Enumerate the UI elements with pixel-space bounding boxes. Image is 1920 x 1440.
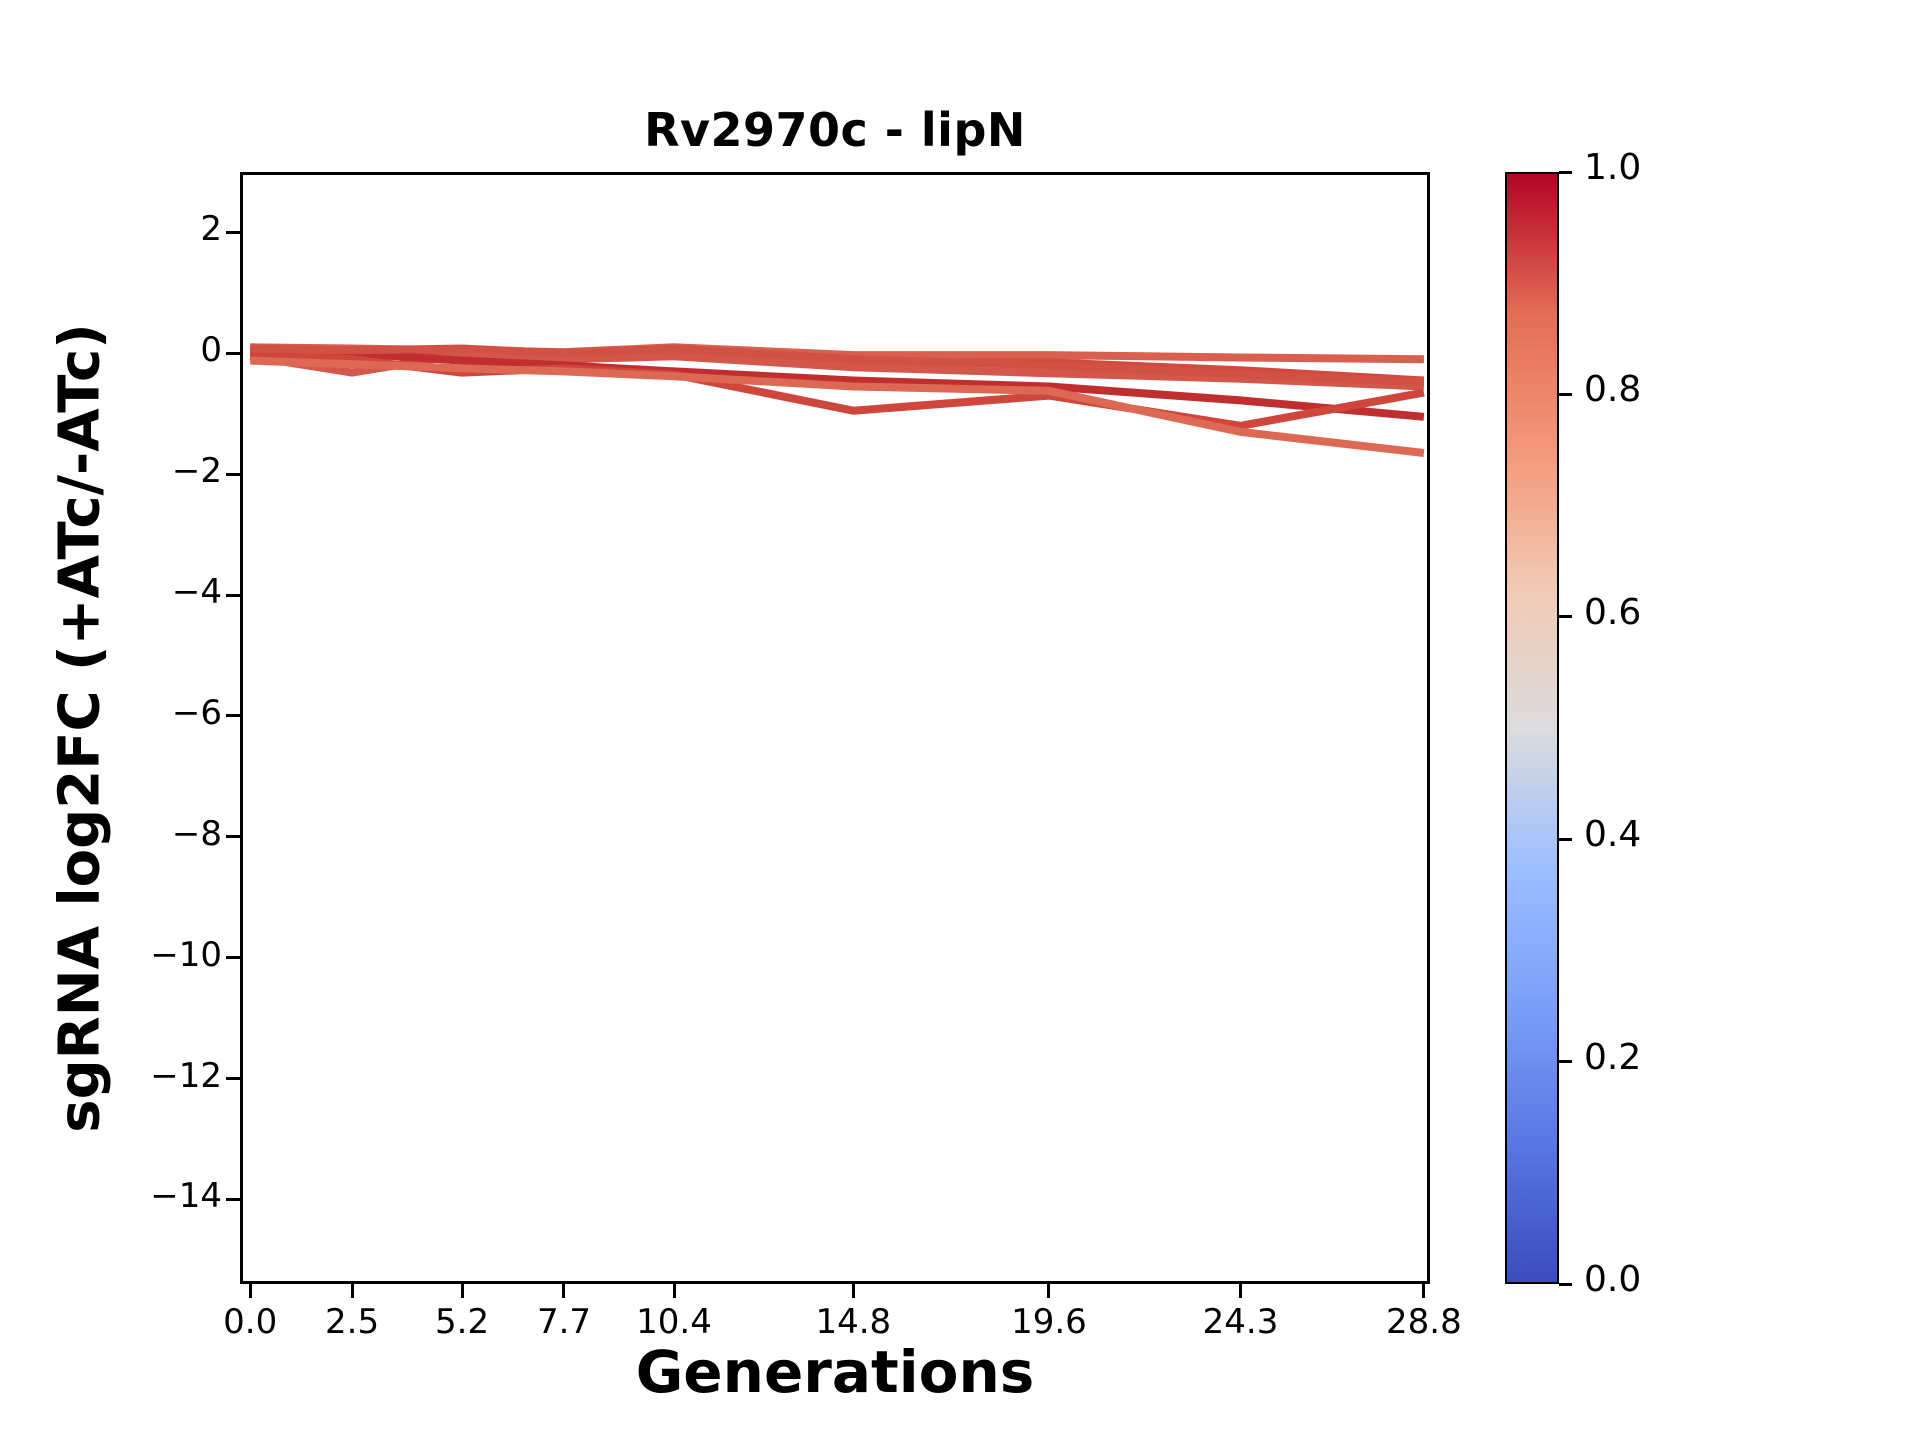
x-tick-mark	[1047, 1284, 1051, 1298]
colorbar-tick-mark	[1559, 837, 1572, 841]
y-tick-mark	[226, 1077, 240, 1081]
colorbar-tick-mark	[1559, 1060, 1572, 1064]
y-tick-mark	[226, 956, 240, 960]
x-tick-mark	[562, 1284, 566, 1298]
x-tick-label: 24.3	[1202, 1302, 1279, 1342]
x-tick-label: 2.5	[325, 1302, 380, 1342]
y-tick-mark	[226, 351, 240, 355]
plot-area	[240, 172, 1430, 1284]
series-line-7	[250, 344, 1425, 387]
y-tick-label: −12	[150, 1055, 222, 1096]
x-tick-label: 5.2	[435, 1302, 490, 1342]
y-tick-label: −8	[171, 813, 222, 854]
x-tick-label: 10.4	[636, 1302, 712, 1342]
x-tick-label: 28.8	[1386, 1302, 1462, 1342]
x-axis-label: Generations	[635, 1338, 1035, 1406]
colorbar	[1505, 172, 1559, 1284]
colorbar-tick-mark	[1559, 170, 1572, 174]
colorbar-tick-label: 0.6	[1584, 591, 1642, 633]
x-tick-label: 14.8	[815, 1302, 892, 1342]
y-tick-mark	[226, 472, 240, 476]
y-tick-label: −4	[171, 572, 222, 613]
colorbar-tick-label: 0.8	[1584, 369, 1642, 411]
x-tick-mark	[1422, 1284, 1426, 1298]
colorbar-tick-mark	[1559, 615, 1572, 619]
x-tick-mark	[851, 1284, 855, 1298]
y-tick-label: −10	[150, 934, 222, 975]
series-line-6	[250, 356, 1425, 457]
y-tick-mark	[226, 230, 240, 234]
y-tick-label: −6	[171, 692, 222, 733]
y-tick-label: −14	[150, 1176, 222, 1217]
y-tick-mark	[226, 1197, 240, 1201]
y-tick-label: 2	[200, 209, 222, 250]
x-tick-label: 7.7	[536, 1302, 592, 1342]
colorbar-tick-mark	[1559, 392, 1572, 396]
x-tick-mark	[672, 1284, 676, 1298]
line-chart-svg	[249, 343, 1425, 457]
x-tick-mark	[248, 1284, 252, 1298]
x-tick-label: 19.6	[1011, 1302, 1087, 1342]
chart-title: Rv2970c - lipN	[644, 103, 1026, 157]
colorbar-tick-mark	[1559, 1282, 1572, 1286]
colorbar-tick-label: 0.0	[1584, 1259, 1642, 1300]
x-tick-mark	[350, 1284, 354, 1298]
y-tick-label: −2	[171, 451, 222, 492]
colorbar-tick-label: 0.4	[1584, 814, 1642, 856]
y-tick-mark	[226, 714, 240, 718]
y-tick-label: 0	[200, 330, 222, 371]
y-tick-mark	[226, 593, 240, 597]
x-tick-mark	[460, 1284, 464, 1298]
colorbar-tick-label: 1.0	[1584, 147, 1642, 188]
x-tick-mark	[1238, 1284, 1242, 1298]
x-tick-label: 0.0	[223, 1302, 278, 1342]
y-tick-mark	[226, 835, 240, 839]
colorbar-tick-label: 0.2	[1584, 1036, 1642, 1078]
